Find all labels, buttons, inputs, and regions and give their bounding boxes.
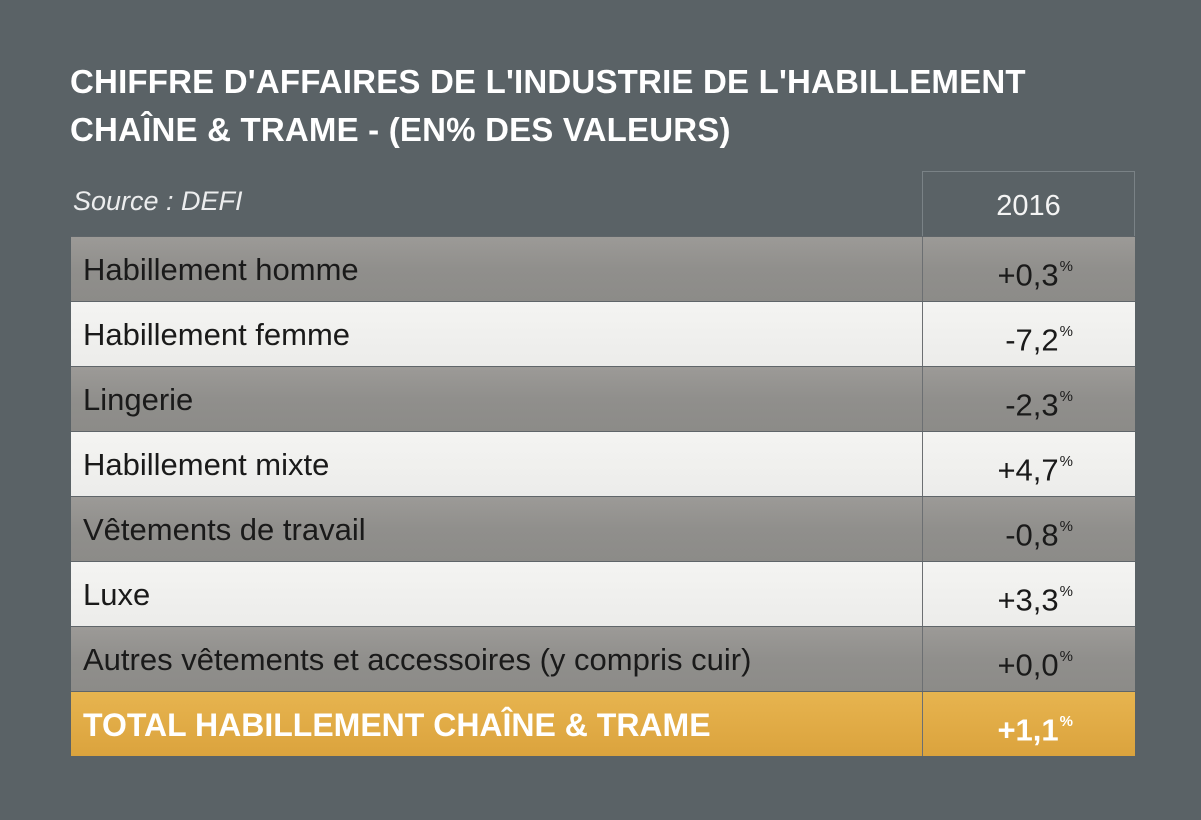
row-value: +3,3% [997,582,1073,618]
table-row: Autres vêtements et accessoires (y compr… [71,626,1135,691]
value-cell: +0,3% [922,237,1135,301]
percent-sign: % [1059,518,1073,535]
column-header-year: 2016 [922,171,1135,236]
row-label: Habillement mixte [83,447,330,482]
row-label: Lingerie [83,382,194,417]
row-value: -0,8% [1005,517,1073,553]
table-row: Habillement mixte +4,7% [71,431,1135,496]
value-cell: +0,0% [922,627,1135,691]
percent-sign: % [1059,323,1073,340]
row-value: -2,3% [1005,387,1073,423]
percent-sign: % [1059,258,1073,275]
row-value: +4,7% [997,452,1073,488]
total-row: TOTAL HABILLEMENT CHAÎNE & TRAME +1,1% [71,691,1135,756]
percent-sign: % [1059,583,1073,600]
row-value: +0,0% [997,647,1073,683]
row-value: -7,2% [1005,322,1073,358]
row-label: TOTAL HABILLEMENT CHAÎNE & TRAME [83,707,711,743]
row-label: Habillement homme [83,252,359,287]
table-row: Luxe +3,3% [71,561,1135,626]
row-label: Vêtements de travail [83,512,366,547]
table-header: Source : DEFI 2016 [71,171,1135,236]
percent-sign: % [1059,453,1073,470]
title-line-2: CHAÎNE & TRAME - (EN% DES VALEURS) [70,111,731,148]
value-cell: +3,3% [922,562,1135,626]
value-cell: -0,8% [922,497,1135,561]
value-cell: +4,7% [922,432,1135,496]
table-row: Lingerie -2,3% [71,366,1135,431]
row-value: +0,3% [997,257,1073,293]
table-row: Habillement homme +0,3% [71,236,1135,301]
table-body: Habillement homme +0,3% Habillement femme -… [71,236,1135,756]
row-label: Luxe [83,577,151,612]
value-cell: -2,3% [922,367,1135,431]
data-table: Source : DEFI 2016 Habillement homme +0,3… [71,171,1135,756]
table-row: Vêtements de travail -0,8% [71,496,1135,561]
row-value: +1,1% [997,712,1073,748]
title-line-1: CHIFFRE D'AFFAIRES DE L'INDUSTRIE DE L'H… [70,63,1026,100]
row-label: Autres vêtements et accessoires (y compr… [83,642,752,677]
page-title: CHIFFRE D'AFFAIRES DE L'INDUSTRIE DE L'H… [70,58,1150,154]
table-row: Habillement femme -7,2% [71,301,1135,366]
value-cell: -7,2% [922,302,1135,366]
percent-sign: % [1059,388,1073,405]
source-note: Source : DEFI [73,186,243,216]
percent-sign: % [1059,713,1073,730]
row-label: Habillement femme [83,317,351,352]
value-cell: +1,1% [922,692,1135,756]
percent-sign: % [1059,648,1073,665]
